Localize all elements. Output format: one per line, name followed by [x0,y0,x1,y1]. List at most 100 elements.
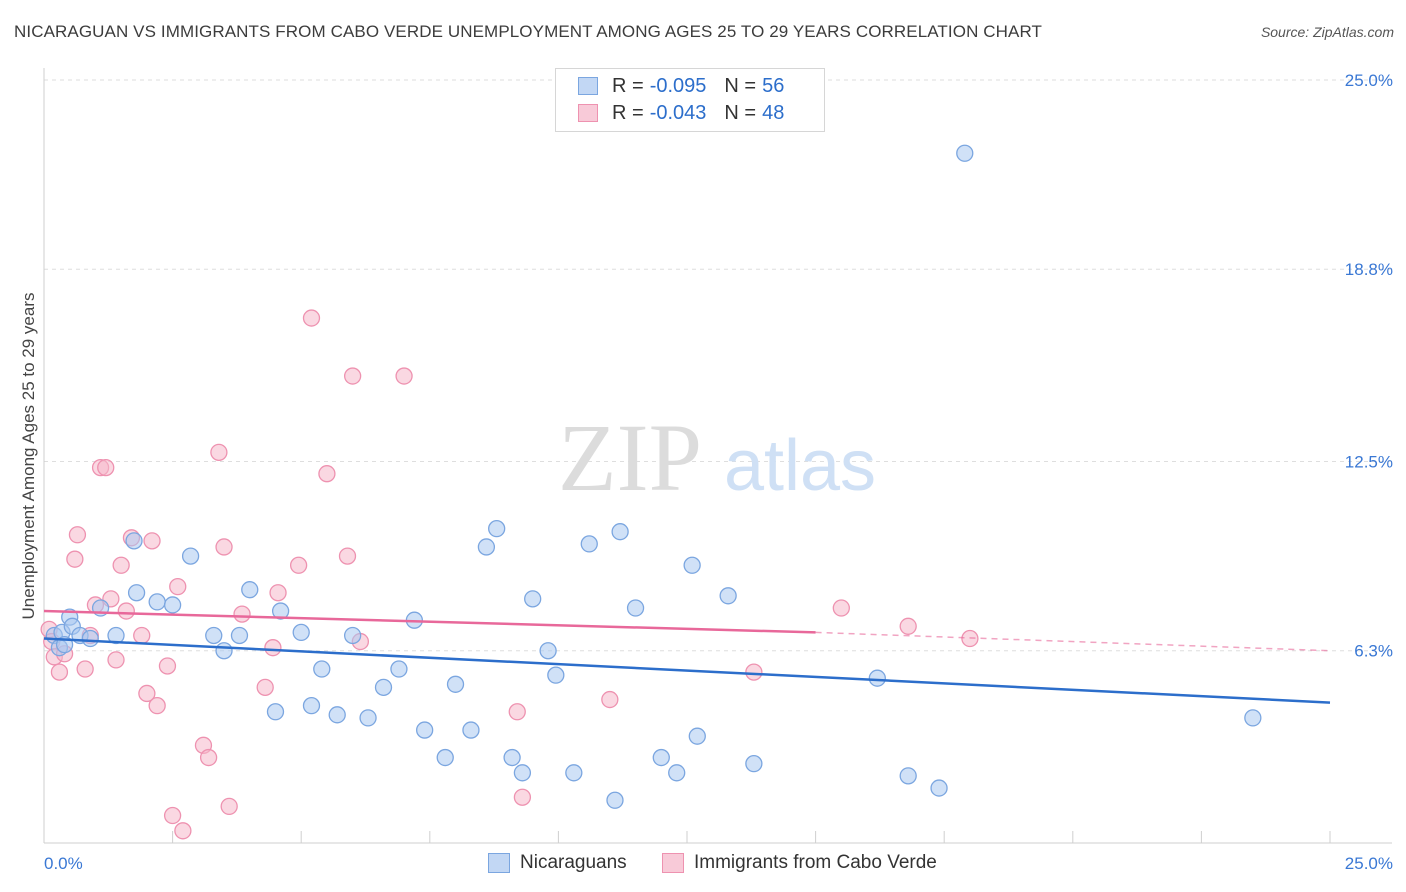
nicaraguans-point-43 [606,791,624,809]
nicaraguans-point-36 [503,748,521,767]
nicaraguans-point-40 [547,666,565,684]
cabo-verde-point-40 [395,367,413,385]
nicaraguans-point-37 [513,764,532,782]
trend-line-cabo-verde-extension [815,631,1331,652]
cabo-verde-point-35 [302,309,321,327]
y-axis-tick-labels: 6.3% 12.5% 18.8% 25.0% [1345,71,1393,661]
cabo-verde-point-22 [169,577,187,596]
legend-item-cabo-verde[interactable]: Immigrants from Cabo Verde [662,852,937,874]
legend-row-cabo-verde: R = -0.043 N = 48 [578,102,784,124]
cabo-verde-point-15 [117,602,135,620]
legend-n-value-nicaraguans: 56 [762,74,785,97]
watermark: ZIP atlas [558,404,876,511]
legend-row-nicaraguans: R = -0.095 N = 56 [578,75,784,97]
cabo-verde-point-3 [50,663,69,681]
legend-label-nicaraguans: Nicaraguans [520,852,627,873]
nicaraguans-point-34 [477,538,496,556]
nicaraguans-point-44 [611,523,629,541]
nicaraguans-point-48 [683,556,701,574]
cabo-verde-point-42 [513,788,532,806]
nicaraguans-point-49 [688,727,706,745]
nicaraguans-point-21 [292,623,310,642]
nicaraguans-point-20 [271,602,290,620]
nicaraguans-point-31 [436,748,454,767]
series-legend: Nicaraguans Immigrants from Cabo Verde [0,852,1406,876]
cabo-verde-point-41 [508,703,526,721]
cabo-verde-point-43 [601,690,619,709]
cabo-verde-point-5 [66,550,84,568]
legend-r-value-nicaraguans: -0.095 [649,74,707,97]
nicaraguans-point-50 [719,587,737,605]
y-tick-label-1: 12.5% [1345,453,1393,472]
legend-n-value-cabo-verde: 48 [762,101,785,124]
nicaraguans-point-33 [462,721,480,739]
cabo-verde-point-21 [163,806,182,825]
cabo-verde-point-11 [97,458,115,477]
nicaraguans-point-17 [230,626,249,645]
axes [43,68,1392,844]
nicaraguans-point-22 [302,697,321,715]
nicaraguans-point-7 [81,629,99,648]
watermark-atlas: atlas [724,426,876,506]
correlation-legend: R = -0.095 N = 56 R = -0.043 N = 48 [555,68,825,132]
y-tick-label-2: 18.8% [1345,260,1393,279]
nicaraguans-point-10 [127,584,146,602]
cabo-verde-point-13 [107,651,125,669]
nicaraguans-point-14 [181,547,200,565]
legend-r-label: R = [612,74,644,97]
cabo-verde-point-18 [143,532,161,550]
cabo-verde-point-28 [215,538,233,556]
legend-n-label: N = [724,101,757,124]
cabo-verde-point-29 [220,797,238,816]
nicaraguans-point-18 [241,581,259,599]
nicaraguans-point-55 [956,144,974,162]
nicaraguans-point-9 [107,626,125,645]
y-tick-label-3: 25.0% [1345,71,1393,90]
nicaraguans-point-46 [652,748,670,767]
nicaraguans-point-32 [446,675,465,693]
gridlines [44,79,1395,652]
cabo-verde-point-27 [210,443,228,461]
watermark-zip: ZIP [558,404,702,511]
nicaraguans-point-56 [1244,709,1262,727]
chart-title: NICARAGUAN VS IMMIGRANTS FROM CABO VERDE… [14,22,1043,41]
cabo-verde-point-19 [148,697,166,715]
legend-r-label: R = [612,101,644,124]
cabo-verde-point-46 [899,617,917,635]
nicaraguans-point-16 [215,642,233,660]
nicaraguans-point-27 [374,678,393,696]
cabo-verde-point-33 [269,584,287,602]
legend-swatch-pink [578,104,598,122]
nicaraguans-point-13 [163,596,182,614]
nicaraguans-point-11 [148,593,166,611]
nicaraguans-point-25 [343,626,362,645]
cabo-verde-point-36 [318,465,336,483]
nicaraguans-point-41 [565,764,583,782]
source-label: Source: ZipAtlas.com [1260,24,1394,40]
nicaraguans-point-45 [626,599,645,617]
cabo-verde-point-7 [76,660,94,678]
series-nicaraguans-points [45,144,1262,809]
cabo-verde-point-31 [256,678,274,696]
nicaraguans-point-54 [930,779,948,797]
legend-item-nicaraguans[interactable]: Nicaraguans [488,852,627,874]
cabo-verde-point-38 [343,367,362,385]
nicaraguans-point-12 [125,532,143,550]
cabo-verde-point-32 [264,639,282,657]
legend-swatch-pink [662,853,684,873]
legend-swatch-blue [488,853,510,873]
nicaraguans-point-39 [539,642,557,660]
nicaraguans-point-38 [524,590,542,608]
cabo-verde-point-23 [174,822,192,840]
nicaraguans-point-28 [390,660,408,678]
cabo-verde-point-37 [338,547,357,565]
cabo-verde-point-26 [199,748,218,767]
trend-line-nicaraguans [43,637,1331,704]
nicaraguans-point-24 [328,706,346,724]
y-axis-label: Unemployment Among Ages 25 to 29 years [19,293,38,620]
x-tick-label-0: 0.0% [44,854,83,873]
cabo-verde-point-6 [68,526,87,544]
nicaraguans-point-42 [580,535,598,553]
cabo-verde-point-17 [133,626,151,645]
nicaraguans-point-35 [488,519,506,538]
